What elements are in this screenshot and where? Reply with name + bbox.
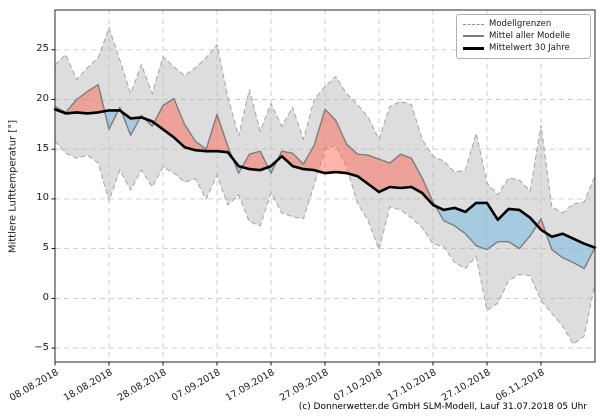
legend: Modellgrenzen Mittel aller Modelle Mitte… — [456, 14, 591, 59]
legend-label: Mittelwert 30 Jahre — [489, 43, 570, 53]
legend-label: Modellgrenzen — [489, 19, 552, 29]
legend-item-mittel-aller-modelle: Mittel aller Modelle — [463, 30, 585, 42]
y-tick-label: 20 — [36, 93, 49, 104]
thick-line-icon — [463, 46, 484, 50]
solid-line-icon — [463, 35, 484, 37]
y-tick-label: 5 — [42, 242, 49, 254]
legend-item-mittelwert-30-jahre: Mittelwert 30 Jahre — [463, 42, 585, 54]
dashed-line-icon — [463, 23, 484, 25]
legend-label: Mittel aller Modelle — [489, 31, 571, 41]
y-tick-label: 0 — [42, 291, 49, 303]
legend-item-modellgrenzen: Modellgrenzen — [463, 18, 585, 30]
y-tick-label: 25 — [36, 43, 49, 55]
y-tick-label: −5 — [34, 341, 49, 353]
chart-caption: (c) Donnerwetter.de GmbH SLM-Modell, Lau… — [298, 402, 587, 412]
y-tick-label: 15 — [36, 142, 49, 154]
y-tick-label: 10 — [36, 192, 49, 204]
